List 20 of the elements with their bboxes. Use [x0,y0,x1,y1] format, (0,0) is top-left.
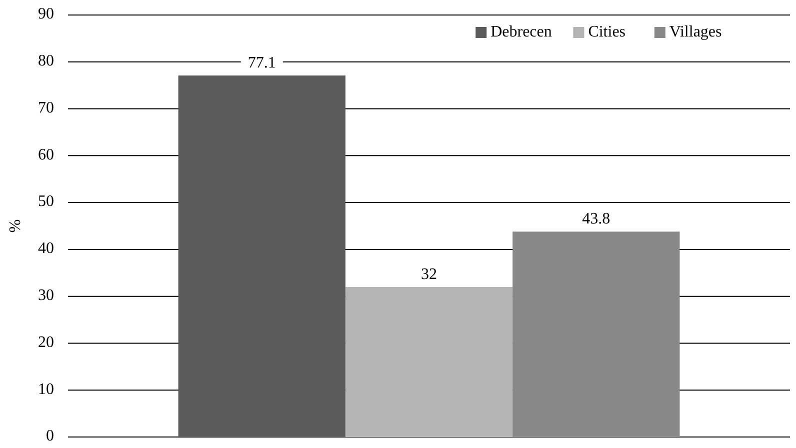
y-tick-label: 30 [38,287,54,304]
legend-label: Cities [588,24,626,41]
legend-label: Debrecen [490,24,552,41]
bar [345,286,513,437]
y-tick-label: 90 [38,6,54,23]
bar [178,75,346,437]
data-label: 77.1 [248,54,276,72]
y-tick-label: 70 [38,99,54,116]
y-tick-label: 80 [38,52,54,70]
y-tick-label: 10 [38,380,54,398]
y-tick-label: 60 [38,146,54,164]
bar [512,232,680,437]
y-axis-title: % [7,219,24,233]
y-tick-label: 0 [46,428,54,445]
data-label: 43.8 [582,210,610,228]
y-tick-label: 20 [38,334,54,351]
y-tick-label: 40 [38,240,54,258]
y-tick-label: 50 [38,193,54,210]
legend-label: Villages [669,24,722,41]
data-label: 32 [421,266,437,283]
